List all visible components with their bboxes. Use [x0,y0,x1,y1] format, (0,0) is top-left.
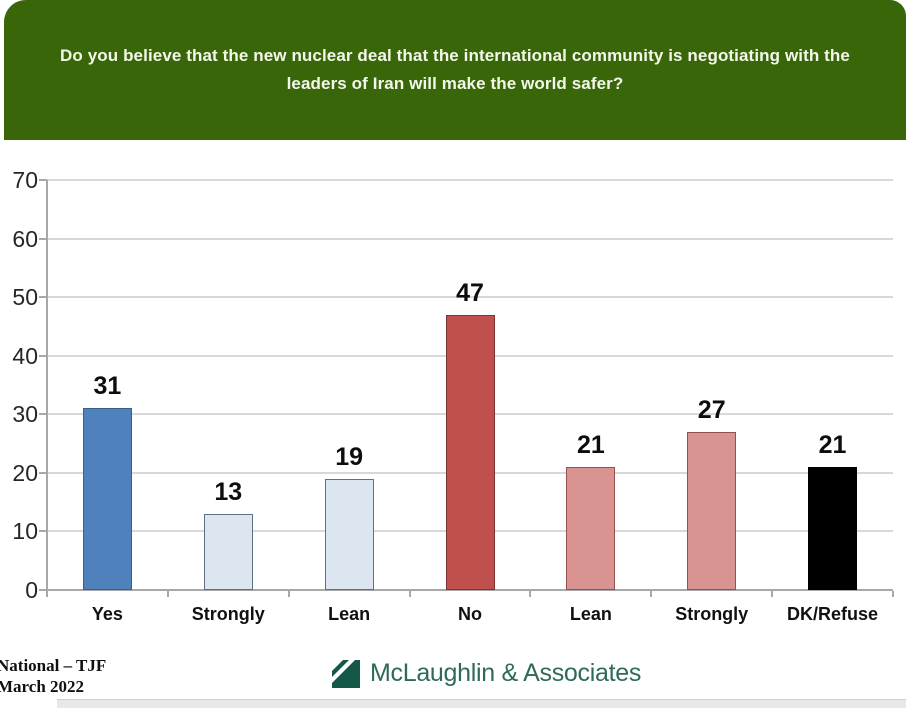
bar-no [445,314,495,590]
y-axis-tick-label: 70 [12,167,38,193]
y-axis-tick [39,296,47,299]
y-axis-tick-label: 40 [12,342,38,369]
bar-value-label: 27 [697,395,726,424]
gridline [47,296,893,299]
bar-value-label: 31 [93,372,122,401]
y-axis-tick [39,471,47,474]
bar-value-label: 13 [214,477,243,506]
gridline [47,237,893,240]
bar-category-label: Yes [91,604,123,624]
bar-category-label: No [458,604,482,624]
gridline [47,179,893,181]
x-axis-tick [529,591,532,597]
bar-category-label: DK/Refuse [787,604,879,624]
question-text-line1: Do you believe that the new nuclear deal… [60,45,850,65]
source-note: National – TJF March 2022 [0,655,106,698]
bottom-strip [57,699,906,708]
question-text-line2: leaders of Iran will make the world safe… [286,74,624,93]
bar-value-label: 21 [576,431,605,459]
x-axis-tick [166,591,169,597]
y-axis-tick-label: 10 [12,518,38,545]
mclaughlin-logo: McLaughlin & Associates [332,659,641,688]
y-axis-tick-label: 60 [12,225,38,252]
y-axis-tick [39,354,47,357]
mclaughlin-logo-text: McLaughlin & Associates [370,659,642,687]
bar-value-label: 19 [335,442,364,471]
bar-dk-refuse [808,467,858,590]
y-axis-tick [39,589,47,591]
x-axis-tick [771,591,774,597]
bar-category-label: Strongly [191,604,265,624]
bar-lean [324,478,374,590]
y-axis-tick-label: 50 [12,284,38,311]
bar-category-label: Strongly [675,604,749,624]
bar-strongly [203,513,253,590]
y-axis-tick-label: 20 [12,459,38,486]
y-axis-tick [39,237,47,240]
bar-value-label: 21 [818,431,847,459]
x-axis-line [47,589,893,591]
y-axis-tick [39,530,47,533]
x-axis-tick [46,591,48,597]
bar-category-label: Lean [328,604,371,624]
bar-category-label: Lean [569,604,612,624]
y-axis-tick-label: 0 [25,577,38,603]
source-line2: March 2022 [0,677,85,697]
bar-value-label: 47 [456,278,484,307]
y-axis-tick-label: 30 [12,401,38,428]
source-line1: National – TJF [0,656,107,675]
bar-strongly [687,431,737,590]
x-axis-tick [287,591,290,597]
mclaughlin-logo-icon [332,659,360,688]
question-banner: Do you believe that the new nuclear deal… [4,0,906,140]
x-axis-tick [892,591,894,597]
x-axis-tick [408,591,411,597]
bar-yes [82,408,132,590]
x-axis-tick [650,591,653,597]
bar-lean [566,467,616,590]
y-axis-tick [39,413,47,416]
y-axis-tick [39,179,47,181]
y-axis-line [46,180,48,590]
